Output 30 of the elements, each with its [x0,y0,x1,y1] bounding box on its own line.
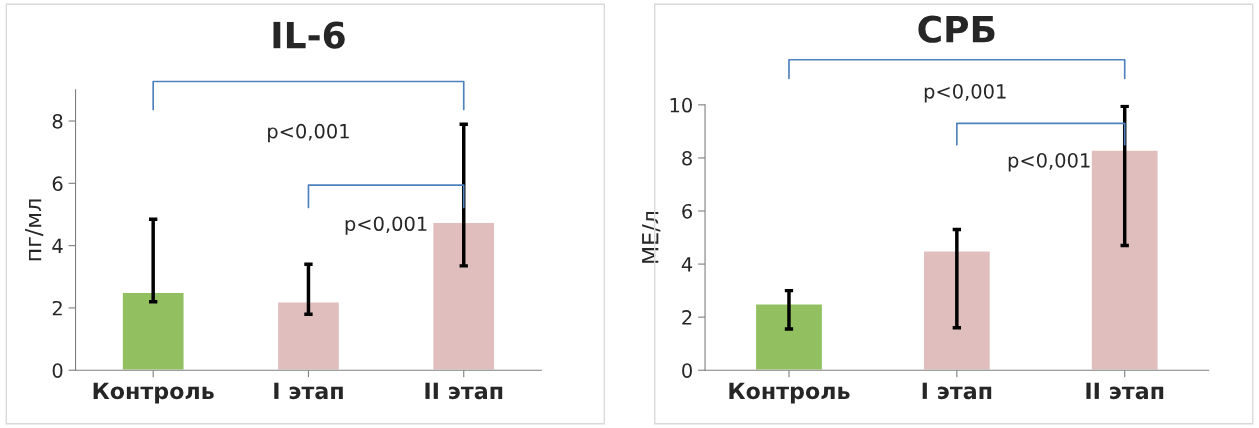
x-tick-label: I этап [274,382,343,400]
text: p<0,001 [924,83,1006,103]
y-tick-label: 2 [682,310,692,325]
y-tick-label: 6 [52,176,63,191]
annotation: p<0,001 [268,123,349,143]
x-tick-label: Контроль [93,382,214,404]
x-tick-label: I этап [922,382,992,400]
y-axis-title: пг/мл [24,199,44,261]
chart-title: СРБ [918,15,995,43]
y-tick-label: 8 [682,150,692,166]
y-tick-label: 8 [52,113,63,129]
x-tick-label: II этап [1086,382,1164,400]
y-tick-label: 4 [52,238,63,254]
bar [121,291,185,371]
bar [431,221,496,371]
annotation: p<0,001 [1008,152,1090,172]
y-tick-label: 0 [682,363,692,378]
annotation: p<0,001 [345,216,427,235]
x-tick-label: II этап [425,382,503,400]
chart-title: IL-6 [273,21,345,49]
bar [754,303,824,371]
y-tick-label: 4 [681,257,693,272]
bar [1090,149,1159,371]
y-tick-label: 0 [52,363,63,378]
y-tick-label: 2 [52,300,62,316]
y-tick-label: 10 [670,97,692,113]
x-tick-label: Контроль [729,382,850,404]
bar [276,300,341,371]
bar [922,250,992,371]
y-tick-label: 6 [682,203,693,219]
